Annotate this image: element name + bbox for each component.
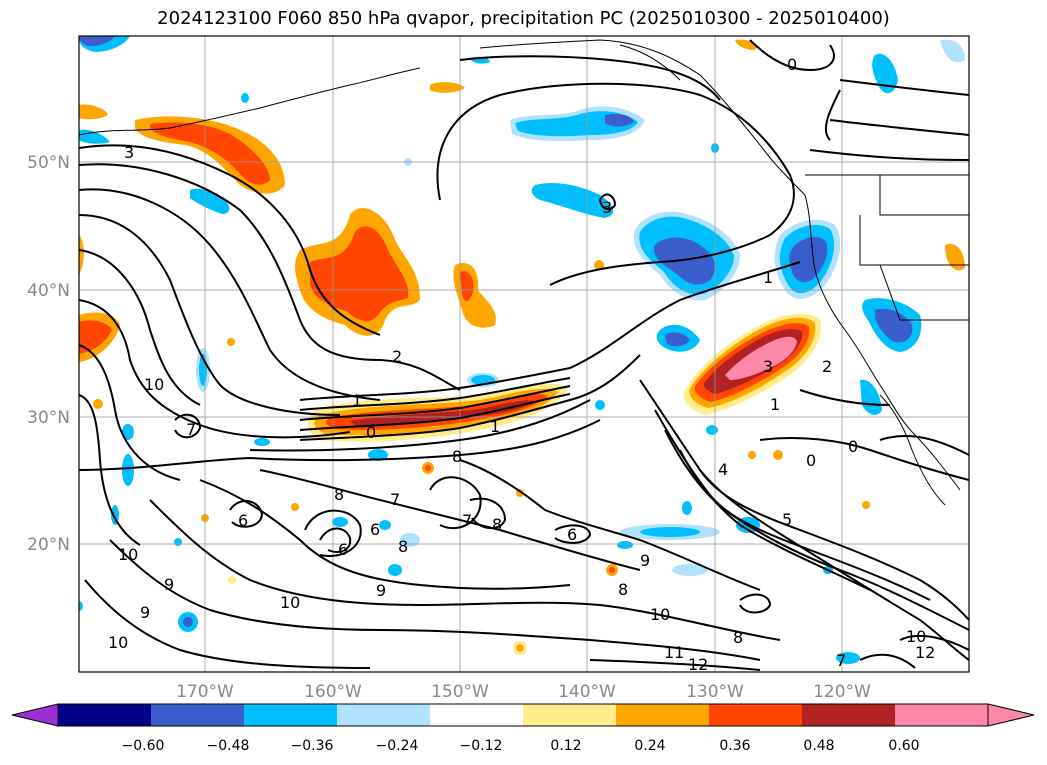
colorbar-frame — [57, 703, 989, 727]
contour-label: 7 — [462, 511, 472, 530]
contour-label: 8 — [492, 515, 502, 534]
contour-label: 1 — [763, 268, 773, 287]
contour-label: 7 — [186, 420, 196, 439]
lat-label: 50°N — [27, 153, 70, 173]
colorbar-segment — [337, 704, 431, 726]
chart-title: 2024123100 F060 850 hPa qvapor, precipit… — [157, 8, 890, 29]
map-frame — [78, 35, 970, 673]
coastlines — [79, 39, 969, 506]
lon-label: 160°W — [304, 682, 362, 702]
contour-label: 10 — [144, 375, 164, 394]
contour-label: 2 — [392, 347, 402, 366]
contour-label: 6 — [567, 525, 577, 544]
contour-label: 1 — [490, 417, 500, 436]
colorbar-segment — [58, 704, 152, 726]
contour-label: 8 — [398, 537, 408, 556]
contour-label: 6 — [238, 511, 248, 530]
qvapor-contours — [79, 39, 969, 671]
contour-label: 8 — [334, 485, 344, 504]
lon-label: 150°W — [431, 682, 489, 702]
colorbar-segment — [244, 704, 338, 726]
colorbar-segment — [802, 704, 896, 726]
colorbar-tick-label: 0.24 — [634, 738, 665, 754]
contour-label: 7 — [836, 651, 846, 670]
colorbar-tick-label: −0.36 — [291, 738, 334, 754]
lon-label: 130°W — [686, 682, 744, 702]
contour-label: 3 — [124, 143, 134, 162]
colorbar-tick-label: −0.12 — [460, 738, 503, 754]
colorbar-tick-label: 0.12 — [550, 738, 581, 754]
contour-label: 10 — [108, 633, 128, 652]
lat-label: 20°N — [27, 535, 70, 555]
contour-label: 9 — [376, 581, 386, 600]
colorbar-tick-label: −0.24 — [376, 738, 419, 754]
colorbar-tick-label: −0.60 — [122, 738, 165, 754]
contour-label: 5 — [782, 510, 792, 529]
contour-label: 1 — [770, 395, 780, 414]
contour-label: 9 — [140, 603, 150, 622]
lon-label: 140°W — [558, 682, 616, 702]
colorbar-tick-label: −0.48 — [207, 738, 250, 754]
colorbar-extend-min — [11, 703, 59, 727]
colorbar-segment — [709, 704, 803, 726]
contour-label: 1 — [352, 391, 362, 410]
colorbar-segment — [616, 704, 710, 726]
contour-label: 0 — [806, 451, 816, 470]
contour-label: 2 — [822, 357, 832, 376]
contour-label: 11 — [664, 643, 684, 662]
contour-label: 8 — [618, 580, 628, 599]
colorbar-tick-label: 0.36 — [719, 738, 750, 754]
colorbar-segment — [430, 704, 524, 726]
lat-labels: 50°N 40°N 30°N 20°N — [27, 153, 70, 555]
map-plot-area — [79, 36, 969, 672]
contour-label: 10 — [118, 545, 138, 564]
contour-label: 10 — [650, 605, 670, 624]
colorbar-segment — [523, 704, 617, 726]
lon-label: 170°W — [176, 682, 234, 702]
colorbar-ticks: −0.60 −0.48 −0.36 −0.24 −0.12 0.12 0.24 … — [122, 738, 920, 754]
colorbar-tick-label: 0.60 — [888, 738, 919, 754]
contour-label-group: 3 0 3 1 2 1 0 1 1 3 2 0 0 10 7 8 8 7 7 8… — [108, 55, 935, 674]
colorbar-segment — [151, 704, 245, 726]
lat-label: 30°N — [27, 408, 70, 428]
lon-labels: 170°W 160°W 150°W 140°W 130°W 120°W — [176, 682, 871, 702]
contour-label: 10 — [280, 593, 300, 612]
lat-label: 40°N — [27, 281, 70, 301]
contour-label: 10 — [906, 627, 926, 646]
colorbar-tick-label: 0.48 — [803, 738, 834, 754]
contour-label: 9 — [164, 575, 174, 594]
contour-label: 7 — [390, 490, 400, 509]
contour-label: 12 — [688, 655, 708, 674]
contour-label: 6 — [338, 540, 348, 559]
colorbar-extend-max — [987, 703, 1035, 727]
contour-label: 6 — [370, 520, 380, 539]
colorbar: −0.60 −0.48 −0.36 −0.24 −0.12 0.12 0.24 … — [11, 703, 1035, 754]
contour-label: 8 — [452, 447, 462, 466]
colorbar-segment — [895, 704, 989, 726]
contour-label: 9 — [640, 551, 650, 570]
contour-label: 0 — [787, 55, 797, 74]
colorbar-segments — [58, 704, 989, 726]
contour-label: 3 — [763, 357, 773, 376]
contour-label: 3 — [602, 198, 612, 217]
contour-label: 12 — [915, 643, 935, 662]
contour-label: 4 — [718, 460, 728, 479]
contour-label: 0 — [366, 423, 376, 442]
contour-label: 0 — [848, 437, 858, 456]
contour-label: 8 — [733, 628, 743, 647]
lon-label: 120°W — [813, 682, 871, 702]
